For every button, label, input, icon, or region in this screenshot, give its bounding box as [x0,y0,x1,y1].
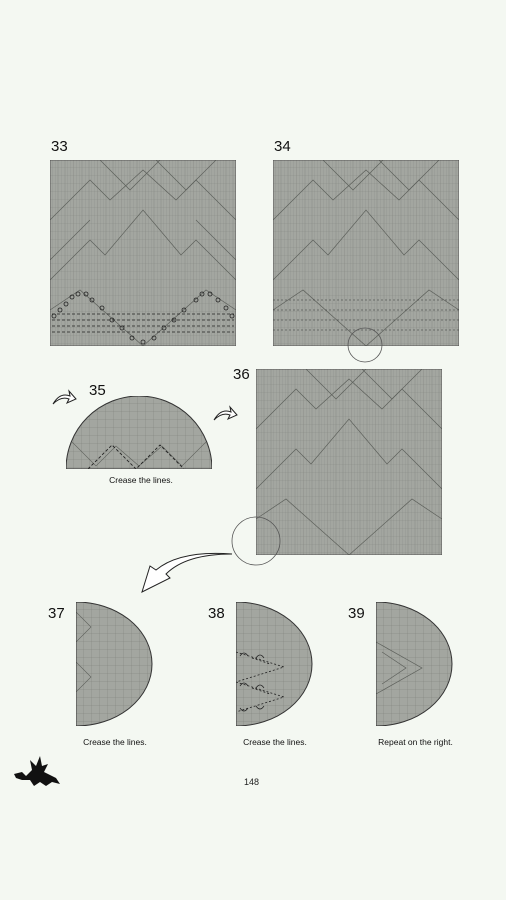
step-37-number: 37 [48,605,65,622]
step-33-diagram [50,160,236,346]
step-39-number: 39 [348,605,365,622]
step-39-caption: Repeat on the right. [378,737,453,747]
zoom-circle-icon [347,327,383,363]
step-39-diagram [376,602,453,726]
step-37-caption: Crease the lines. [83,737,147,747]
dragon-logo-icon [14,756,60,786]
step-38-diagram [236,602,313,726]
curved-arrow-icon [141,552,233,593]
page-number: 148 [244,777,260,787]
zoom-circle-icon [231,516,281,566]
step-38-number: 38 [208,605,225,622]
curved-arrow-icon [213,405,238,421]
step-35-number: 35 [89,382,106,399]
step-36-number: 36 [233,366,250,383]
step-38-caption: Crease the lines. [243,737,307,747]
step-34-number: 34 [274,138,291,155]
curved-arrow-icon [52,389,77,405]
step-35-caption: Crease the lines. [109,475,173,485]
step-37-diagram [76,602,153,726]
step-33-number: 33 [51,138,68,155]
step-34-diagram [273,160,459,346]
step-35-diagram [66,396,212,469]
step-36-diagram [256,369,442,555]
